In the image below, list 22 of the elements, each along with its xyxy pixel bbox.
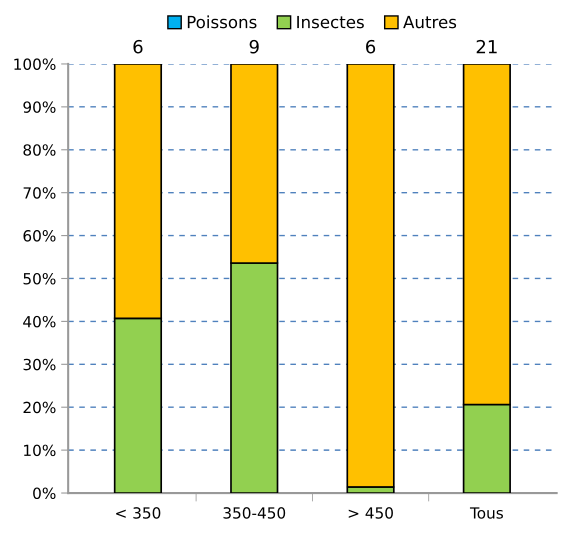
y-tick-label: 10% <box>24 444 56 456</box>
annotation: 6 <box>133 40 143 54</box>
y-tick-label: 80% <box>23 144 56 156</box>
x-tick-label: < 350 <box>116 507 160 519</box>
y-tick-label: 90% <box>23 101 56 113</box>
legend-label: Autres <box>403 16 456 28</box>
x-tick-label: Tous <box>470 507 503 519</box>
legend-label: Poissons <box>188 15 256 28</box>
y-tick-label: 0% <box>33 487 56 500</box>
annotation: 21 <box>476 40 497 54</box>
y-tick-label: 20% <box>24 402 56 414</box>
y-tick-label: 50% <box>24 272 56 285</box>
annotation: 6 <box>366 40 376 54</box>
y-tick-label: 40% <box>23 316 56 328</box>
x-tick-label: > 450 <box>348 507 393 519</box>
y-tick-label: 70% <box>24 187 56 199</box>
x-tick-label: 350-450 <box>223 507 286 519</box>
legend-label: Insectes <box>297 16 364 28</box>
annotation: 9 <box>250 40 259 54</box>
y-tick-label: 30% <box>24 358 56 370</box>
y-tick-label: 60% <box>23 230 56 242</box>
y-tick-label: 100% <box>14 58 56 70</box>
